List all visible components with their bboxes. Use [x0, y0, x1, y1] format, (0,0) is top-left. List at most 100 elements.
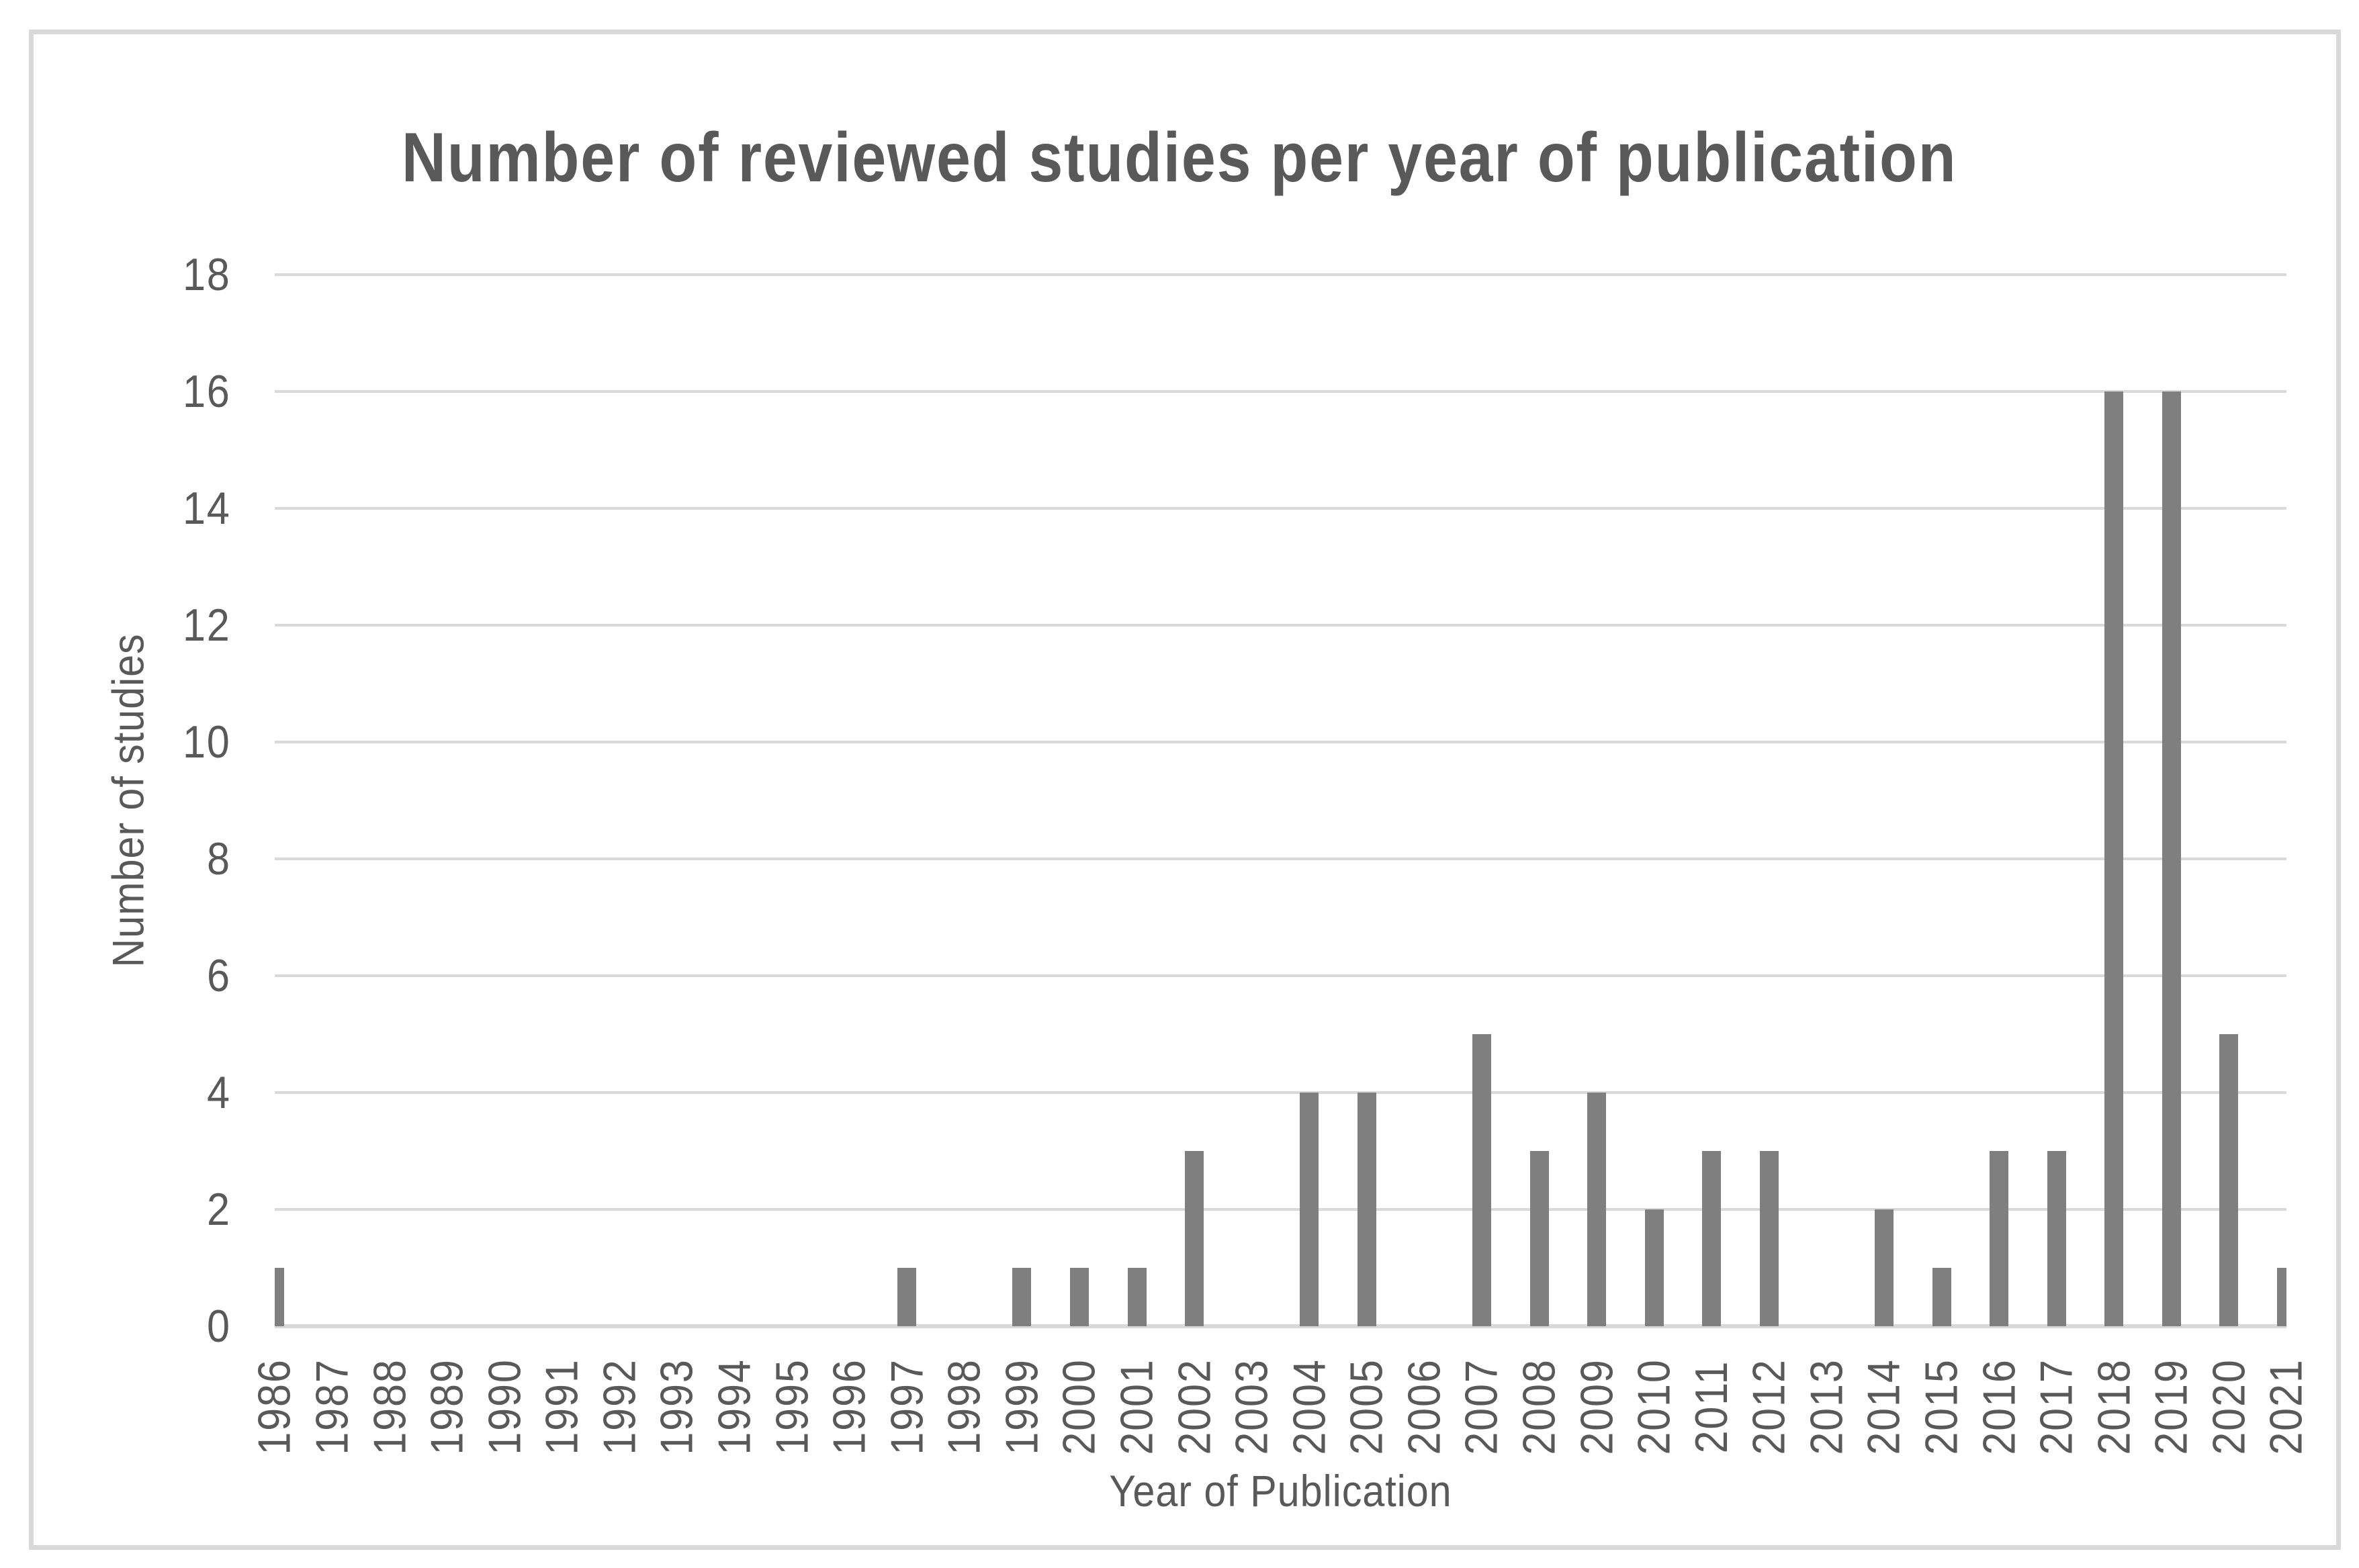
x-tick-label-2013: 2013 — [1799, 1340, 1853, 1474]
bar-2015 — [1932, 1268, 1951, 1326]
x-tick-label-text: 2015 — [1916, 1358, 1967, 1455]
x-tick-label-text: 1991 — [536, 1358, 588, 1455]
bar-2009 — [1587, 1093, 1607, 1326]
y-tick-label-text: 2 — [207, 1184, 231, 1235]
x-tick-label-1995: 1995 — [765, 1340, 819, 1474]
x-tick-label-1993: 1993 — [650, 1340, 704, 1474]
bar-1986 — [275, 1268, 284, 1326]
x-axis-line — [275, 1324, 2286, 1328]
x-tick-label-text: 1999 — [996, 1358, 1048, 1455]
x-tick-label-text: 2020 — [2203, 1358, 2255, 1455]
x-tick-label-text: 2019 — [2145, 1358, 2197, 1455]
x-tick-label-text: 1986 — [249, 1358, 300, 1455]
x-tick-label-text: 1988 — [364, 1358, 416, 1455]
x-tick-label-1998: 1998 — [938, 1340, 991, 1474]
gridline-y-14 — [275, 507, 2286, 510]
bar-2014 — [1875, 1209, 1894, 1326]
x-tick-label-1990: 1990 — [478, 1340, 531, 1474]
x-tick-label-2021: 2021 — [2260, 1340, 2313, 1474]
x-tick-label-2007: 2007 — [1455, 1340, 1509, 1474]
bar-2019 — [2162, 391, 2181, 1326]
x-tick-label-text: 2001 — [1111, 1358, 1163, 1455]
y-tick-label-text: 12 — [183, 600, 231, 651]
x-tick-label-2010: 2010 — [1628, 1340, 1681, 1474]
x-tick-label-text: 1996 — [824, 1358, 875, 1455]
gridline-y-18 — [275, 273, 2286, 276]
y-tick-label-6: 6 — [70, 949, 231, 1003]
gridline-y-8 — [275, 858, 2286, 860]
y-tick-label-text: 0 — [207, 1301, 231, 1352]
x-tick-label-text: 2011 — [1686, 1360, 1738, 1454]
x-tick-label-1988: 1988 — [363, 1340, 416, 1474]
bar-2017 — [2047, 1151, 2066, 1326]
x-tick-label-2012: 2012 — [1742, 1340, 1796, 1474]
x-tick-label-2005: 2005 — [1340, 1340, 1394, 1474]
x-tick-label-1994: 1994 — [708, 1340, 762, 1474]
x-tick-label-text: 1992 — [594, 1358, 646, 1455]
y-tick-label-12: 12 — [70, 598, 231, 652]
x-tick-label-text: 2021 — [2261, 1358, 2312, 1455]
bar-2012 — [1759, 1151, 1779, 1326]
x-tick-label-text: 1994 — [709, 1358, 760, 1455]
x-tick-label-text: 2004 — [1284, 1358, 1335, 1455]
x-tick-label-2001: 2001 — [1110, 1340, 1164, 1474]
x-tick-label-text: 2008 — [1513, 1358, 1565, 1455]
y-tick-label-10: 10 — [70, 715, 231, 769]
y-tick-label-8: 8 — [70, 832, 231, 886]
x-tick-label-2006: 2006 — [1397, 1340, 1451, 1474]
x-tick-label-2009: 2009 — [1570, 1340, 1623, 1474]
x-tick-label-2002: 2002 — [1167, 1340, 1221, 1474]
bar-2018 — [2104, 391, 2124, 1326]
x-tick-label-text: 2018 — [2088, 1358, 2140, 1455]
x-tick-label-text: 2000 — [1054, 1358, 1105, 1455]
x-tick-label-2008: 2008 — [1513, 1340, 1566, 1474]
y-axis-title-text: Number of studies — [103, 633, 153, 968]
x-tick-label-1986: 1986 — [248, 1340, 302, 1474]
x-tick-label-2004: 2004 — [1282, 1340, 1336, 1474]
bar-2005 — [1357, 1093, 1376, 1326]
x-tick-label-text: 2005 — [1341, 1358, 1392, 1455]
bar-2021 — [2277, 1268, 2286, 1326]
y-tick-label-text: 16 — [183, 366, 231, 417]
bar-2001 — [1127, 1268, 1147, 1326]
chart-title: Number of reviewed studies per year of p… — [0, 114, 2359, 201]
x-tick-label-2020: 2020 — [2202, 1340, 2256, 1474]
x-tick-label-text: 2016 — [1973, 1358, 2025, 1455]
x-tick-label-text: 1987 — [306, 1358, 358, 1455]
x-tick-label-text: 2009 — [1571, 1358, 1623, 1455]
x-tick-label-text: 2014 — [1859, 1358, 1910, 1455]
plot-area — [275, 275, 2286, 1326]
bar-2002 — [1185, 1151, 1204, 1326]
bar-2010 — [1644, 1209, 1664, 1326]
y-tick-label-16: 16 — [70, 365, 231, 418]
x-tick-label-text: 2017 — [2031, 1358, 2082, 1455]
x-tick-label-2015: 2015 — [1915, 1340, 1969, 1474]
x-tick-label-2019: 2019 — [2145, 1340, 2198, 1474]
x-tick-label-2011: 2011 — [1685, 1340, 1738, 1474]
x-tick-label-text: 2003 — [1226, 1358, 1278, 1455]
x-tick-label-text: 1990 — [479, 1358, 531, 1455]
bar-2007 — [1472, 1034, 1491, 1326]
bar-1997 — [897, 1268, 917, 1326]
gridline-y-16 — [275, 390, 2286, 393]
bar-2016 — [1990, 1151, 2009, 1326]
y-tick-label-text: 6 — [207, 950, 231, 1001]
x-tick-label-text: 2002 — [1169, 1358, 1220, 1455]
x-tick-label-1991: 1991 — [535, 1340, 589, 1474]
bar-2011 — [1702, 1151, 1722, 1326]
gridline-y-10 — [275, 741, 2286, 743]
gridline-y-2 — [275, 1208, 2286, 1211]
bar-2004 — [1300, 1093, 1319, 1326]
bar-2020 — [2219, 1034, 2239, 1326]
x-tick-label-text: 1993 — [652, 1358, 703, 1455]
y-tick-label-14: 14 — [70, 481, 231, 535]
x-tick-label-1996: 1996 — [823, 1340, 877, 1474]
x-tick-label-text: 1998 — [938, 1358, 990, 1455]
x-tick-label-1992: 1992 — [592, 1340, 646, 1474]
y-tick-label-text: 8 — [207, 833, 231, 884]
x-tick-label-1987: 1987 — [306, 1340, 359, 1474]
x-tick-label-2014: 2014 — [1857, 1340, 1911, 1474]
x-axis-title-text: Year of Publication — [1109, 1466, 1452, 1516]
x-tick-label-1989: 1989 — [420, 1340, 474, 1474]
